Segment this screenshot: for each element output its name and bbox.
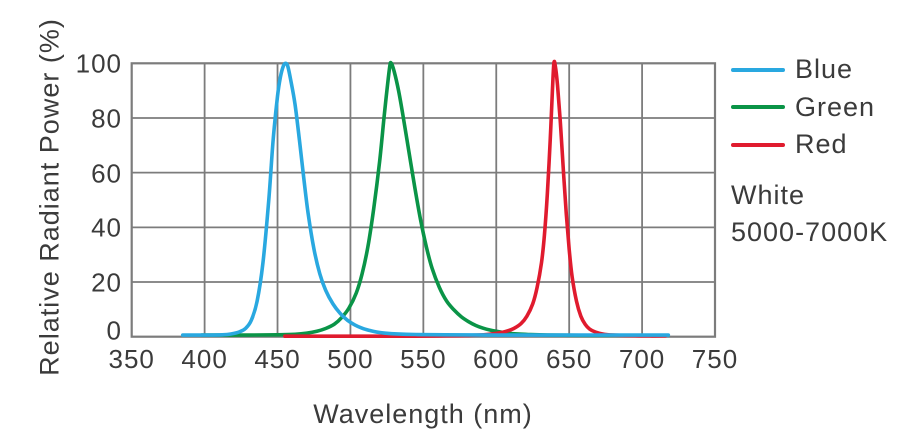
y-tick-label-100: 100	[75, 48, 122, 79]
annotation-cct-range: 5000-7000K	[731, 216, 889, 247]
legend-label-red: Red	[795, 129, 848, 160]
x-tick-label-700: 700	[618, 344, 666, 374]
legend: Blue Green Red White 5000-7000K	[731, 51, 907, 251]
legend-item-red: Red	[731, 126, 907, 164]
y-tick-label-20: 20	[91, 267, 122, 298]
x-tick-label-500: 500	[327, 344, 374, 374]
x-tick-label-350: 350	[108, 344, 155, 374]
y-tick-label-0: 0	[106, 315, 122, 346]
series-curve-red	[283, 59, 668, 338]
series-curve-blue	[180, 61, 671, 337]
x-axis-title: Wavelength (nm)	[313, 399, 533, 429]
x-tick-label-600: 600	[473, 344, 520, 374]
x-tick-label-650: 650	[545, 344, 593, 374]
legend-label-blue: Blue	[795, 54, 854, 85]
annotation-white-label: White	[731, 179, 806, 210]
legend-swatch-green-line	[731, 105, 785, 110]
x-tick-label-400: 400	[181, 344, 228, 374]
y-tick-label-60: 60	[91, 158, 122, 189]
legend-swatch-red-line	[731, 142, 785, 147]
legend-item-green: Green	[731, 89, 907, 127]
y-tick-label-80: 80	[91, 103, 122, 134]
white-cct-annotation: White 5000-7000K	[731, 177, 907, 251]
y-axis-title: Relative Radiant Power (%)	[34, 18, 65, 376]
legend-swatch-blue-line	[731, 67, 785, 72]
legend-item-blue: Blue	[731, 51, 907, 89]
legend-label-green: Green	[795, 91, 876, 122]
x-tick-label-750: 750	[691, 344, 739, 374]
x-tick-label-550: 550	[400, 344, 447, 374]
x-tick-label-450: 450	[254, 344, 301, 374]
y-tick-label-40: 40	[91, 212, 122, 243]
